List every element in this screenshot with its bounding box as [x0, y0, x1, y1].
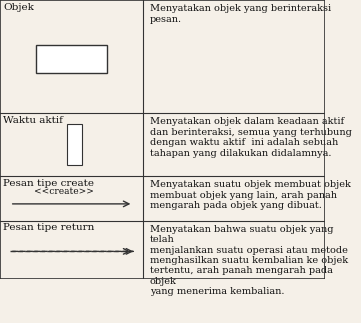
Text: <<create>>: <<create>> [34, 187, 94, 196]
Bar [36, 46, 107, 73]
Text: Menyatakan suatu objek membuat objek
membuat objek yang lain, arah panah
mengara: Menyatakan suatu objek membuat objek mem… [149, 180, 351, 210]
Text: Pesan tipe create: Pesan tipe create [3, 179, 94, 188]
Text: Nama objek:: Nama objek: [40, 51, 103, 60]
Text: Waktu aktif: Waktu aktif [3, 116, 63, 125]
Text: Menyatakan bahwa suatu objek yang telah
menjalankan suatu operasi atau metode
me: Menyatakan bahwa suatu objek yang telah … [149, 225, 348, 296]
Text: Objek: Objek [3, 3, 34, 12]
Text: Menyatakan objek yang berinteraksi
pesan.: Menyatakan objek yang berinteraksi pesan… [149, 4, 331, 24]
Bar [68, 124, 82, 165]
Text: Menyatakan objek dalam keadaan aktif
dan berinteraksi, semua yang terhubung
deng: Menyatakan objek dalam keadaan aktif dan… [149, 117, 351, 158]
Text: Pesan tipe return: Pesan tipe return [3, 224, 95, 233]
Text: nama kelas: nama kelas [43, 60, 100, 69]
